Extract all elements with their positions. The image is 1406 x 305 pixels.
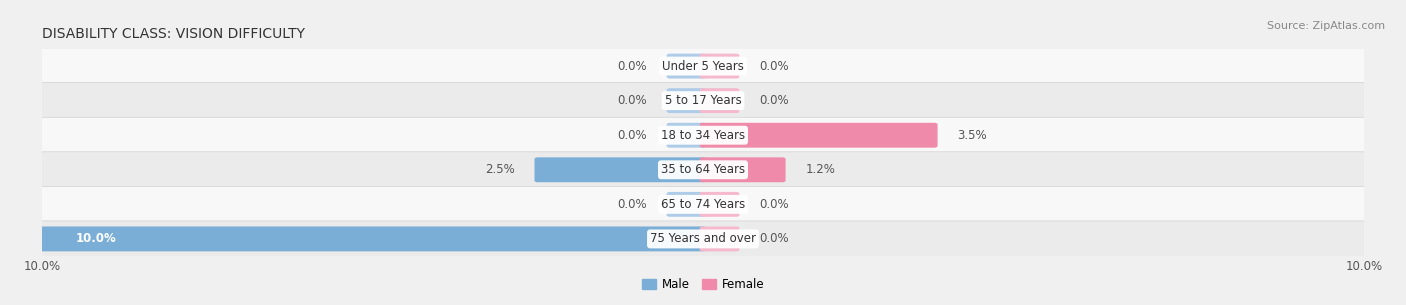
- Text: 0.0%: 0.0%: [617, 59, 647, 73]
- FancyBboxPatch shape: [700, 192, 740, 217]
- FancyBboxPatch shape: [700, 157, 786, 182]
- Text: 65 to 74 Years: 65 to 74 Years: [661, 198, 745, 211]
- FancyBboxPatch shape: [39, 227, 706, 251]
- FancyBboxPatch shape: [39, 48, 1367, 84]
- FancyBboxPatch shape: [666, 192, 706, 217]
- FancyBboxPatch shape: [700, 54, 740, 78]
- FancyBboxPatch shape: [39, 117, 1367, 153]
- Text: 0.0%: 0.0%: [759, 59, 789, 73]
- Text: Under 5 Years: Under 5 Years: [662, 59, 744, 73]
- Text: 0.0%: 0.0%: [759, 232, 789, 246]
- Text: DISABILITY CLASS: VISION DIFFICULTY: DISABILITY CLASS: VISION DIFFICULTY: [42, 27, 305, 41]
- Text: 1.2%: 1.2%: [806, 163, 835, 176]
- FancyBboxPatch shape: [700, 123, 938, 148]
- FancyBboxPatch shape: [700, 227, 740, 251]
- Text: 18 to 34 Years: 18 to 34 Years: [661, 129, 745, 142]
- FancyBboxPatch shape: [700, 88, 740, 113]
- FancyBboxPatch shape: [666, 54, 706, 78]
- FancyBboxPatch shape: [39, 83, 1367, 119]
- Text: 3.5%: 3.5%: [957, 129, 987, 142]
- FancyBboxPatch shape: [39, 152, 1367, 188]
- Text: 75 Years and over: 75 Years and over: [650, 232, 756, 246]
- Text: Source: ZipAtlas.com: Source: ZipAtlas.com: [1267, 21, 1385, 31]
- Text: 35 to 64 Years: 35 to 64 Years: [661, 163, 745, 176]
- Text: 2.5%: 2.5%: [485, 163, 515, 176]
- Text: 0.0%: 0.0%: [759, 198, 789, 211]
- Text: 5 to 17 Years: 5 to 17 Years: [665, 94, 741, 107]
- Text: 0.0%: 0.0%: [617, 94, 647, 107]
- FancyBboxPatch shape: [666, 88, 706, 113]
- FancyBboxPatch shape: [534, 157, 706, 182]
- Text: 0.0%: 0.0%: [617, 198, 647, 211]
- Legend: Male, Female: Male, Female: [637, 274, 769, 296]
- Text: 10.0%: 10.0%: [75, 232, 115, 246]
- FancyBboxPatch shape: [666, 123, 706, 148]
- Text: 0.0%: 0.0%: [617, 129, 647, 142]
- Text: 0.0%: 0.0%: [759, 94, 789, 107]
- FancyBboxPatch shape: [39, 221, 1367, 257]
- FancyBboxPatch shape: [39, 186, 1367, 222]
